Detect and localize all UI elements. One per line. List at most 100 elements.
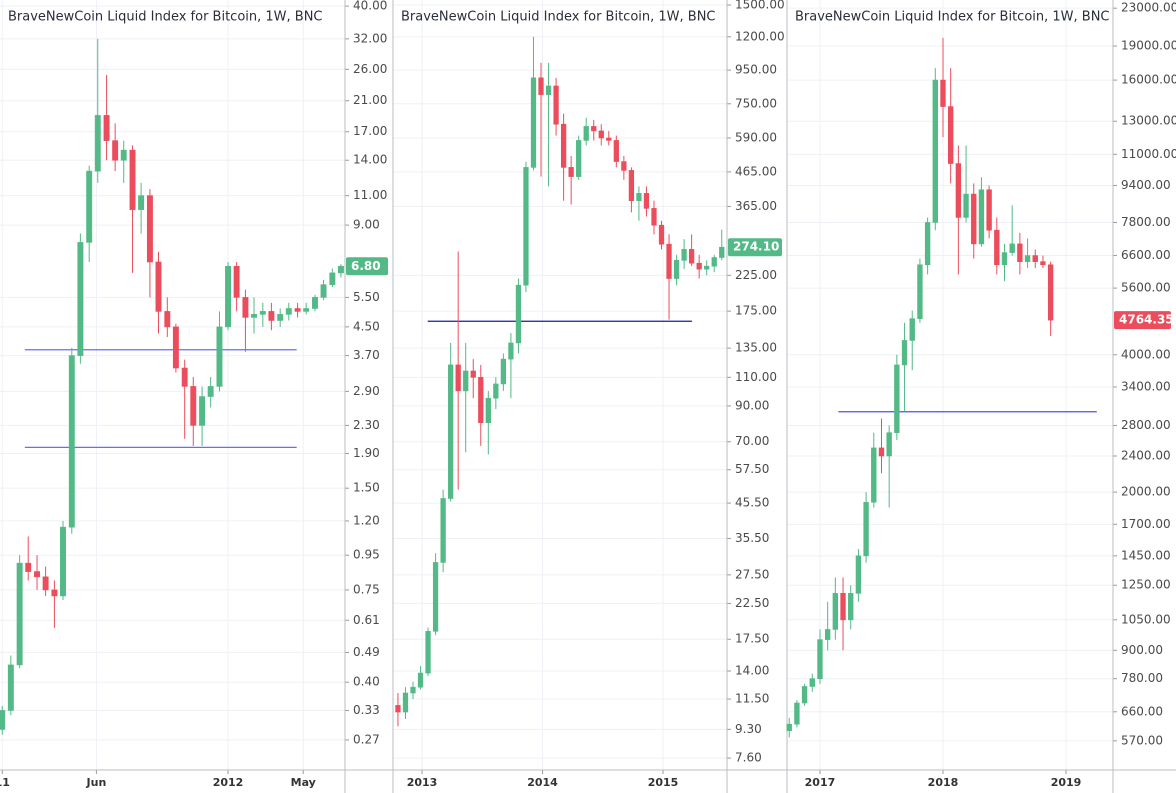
candle-body	[268, 311, 275, 321]
x-tick-label: 2012	[213, 776, 244, 789]
candle-body	[963, 193, 969, 218]
candle-body	[86, 170, 93, 243]
candle-body	[932, 79, 938, 223]
x-tick-label: 11	[0, 776, 10, 789]
candle-body	[199, 396, 206, 426]
candle-body	[337, 265, 344, 274]
candle-body	[786, 723, 792, 731]
candle-body	[917, 264, 923, 319]
candle-body	[613, 140, 619, 162]
candle-body	[809, 678, 815, 687]
y-tick-label: 2400.00	[1121, 448, 1171, 462]
candle-body	[591, 126, 597, 132]
y-tick-label: 9.00	[353, 218, 380, 232]
candle-body	[719, 246, 725, 258]
y-tick-label: 1.50	[353, 481, 380, 495]
y-tick-label: 0.33	[353, 703, 380, 717]
candle-body	[855, 555, 862, 594]
candle-body	[848, 593, 854, 621]
y-tick-label: 660.00	[1121, 704, 1163, 718]
y-tick-label: 13000.00	[1121, 114, 1176, 128]
y-tick-label: 3400.00	[1121, 379, 1171, 393]
candle-body	[68, 355, 75, 528]
candle-body	[568, 167, 574, 177]
candle-body	[146, 195, 153, 263]
y-tick-label: 1500.00	[735, 0, 785, 12]
candle-body	[77, 242, 84, 356]
candle-body	[978, 189, 985, 245]
candle-body	[894, 364, 900, 433]
candle-body	[643, 193, 650, 209]
candle-body	[1040, 261, 1046, 266]
candle-body	[560, 123, 567, 168]
chart-title: BraveNewCoin Liquid Index for Bitcoin, 1…	[401, 10, 716, 25]
candle-body	[285, 308, 292, 315]
y-tick-label: 9400.00	[1121, 178, 1171, 192]
y-tick-label: 175.00	[735, 304, 777, 318]
candle-body	[1009, 243, 1015, 253]
y-tick-label: 0.95	[353, 548, 380, 562]
candle-body	[689, 249, 695, 264]
candle-body	[225, 265, 232, 328]
y-tick-label: 0.75	[353, 582, 380, 596]
y-tick-label: 570.00	[1121, 733, 1163, 747]
candle-body	[410, 686, 416, 694]
candle-body	[94, 115, 101, 172]
candle-body	[955, 163, 962, 218]
y-tick-label: 11.50	[735, 692, 769, 706]
x-tick-label: 2017	[805, 776, 836, 789]
chart-title: BraveNewCoin Liquid Index for Bitcoin, 1…	[795, 10, 1110, 25]
candle-body	[138, 195, 145, 210]
y-tick-label: 1700.00	[1121, 517, 1171, 531]
y-tick-label: 1.90	[353, 446, 380, 460]
y-tick-label: 950.00	[735, 63, 777, 77]
last-price-label: 4764.35	[1119, 313, 1174, 327]
candle-body	[432, 562, 439, 632]
y-tick-label: 27.50	[735, 567, 769, 581]
candle-body	[7, 664, 14, 711]
y-tick-label: 11000.00	[1121, 147, 1176, 161]
y-tick-label: 1050.00	[1121, 612, 1171, 626]
y-tick-label: 5600.00	[1121, 281, 1171, 295]
candle-body	[233, 265, 240, 298]
candle-body	[1001, 252, 1008, 266]
candle-body	[924, 222, 931, 266]
candle-body	[940, 79, 946, 107]
candle-body	[651, 208, 657, 226]
candle-body	[129, 149, 136, 210]
candle-body	[1032, 255, 1038, 262]
candle-body	[0, 710, 6, 730]
y-tick-label: 4000.00	[1121, 347, 1171, 361]
y-tick-label: 57.50	[735, 462, 769, 476]
y-tick-label: 7800.00	[1121, 215, 1171, 229]
candle-body	[576, 140, 582, 177]
chart-panel: 40.00 32.00 26.00 21.00 17.00 14.00 11.00 9.00 5…	[0, 0, 393, 793]
candle-body	[621, 161, 627, 171]
y-tick-label: 2800.00	[1121, 418, 1171, 432]
y-tick-label: 22.50	[735, 596, 769, 610]
y-tick-label: 35.50	[735, 531, 769, 545]
candle-body	[704, 265, 710, 270]
x-tick-label: 2018	[928, 776, 959, 789]
y-tick-label: 32.00	[353, 31, 387, 45]
candle-body	[628, 170, 635, 201]
y-tick-label: 11.00	[353, 188, 387, 202]
y-tick-label: 26.00	[353, 62, 387, 76]
candle-body	[817, 639, 823, 679]
x-tick-label: May	[291, 776, 316, 789]
candle-body	[207, 386, 214, 397]
y-tick-label: 750.00	[735, 96, 777, 110]
candle-body	[500, 358, 507, 385]
candle-body	[971, 193, 977, 245]
y-tick-label: 0.49	[353, 645, 380, 659]
candle-body	[478, 377, 484, 423]
candle-body	[470, 370, 476, 378]
candle-body	[871, 447, 877, 503]
candle-body	[523, 167, 529, 286]
candle-body	[878, 447, 885, 457]
candle-body	[155, 261, 162, 312]
y-tick-label: 0.27	[353, 732, 380, 746]
candle-body	[294, 308, 301, 312]
chart-title: BraveNewCoin Liquid Index for Bitcoin, 1…	[8, 10, 323, 25]
